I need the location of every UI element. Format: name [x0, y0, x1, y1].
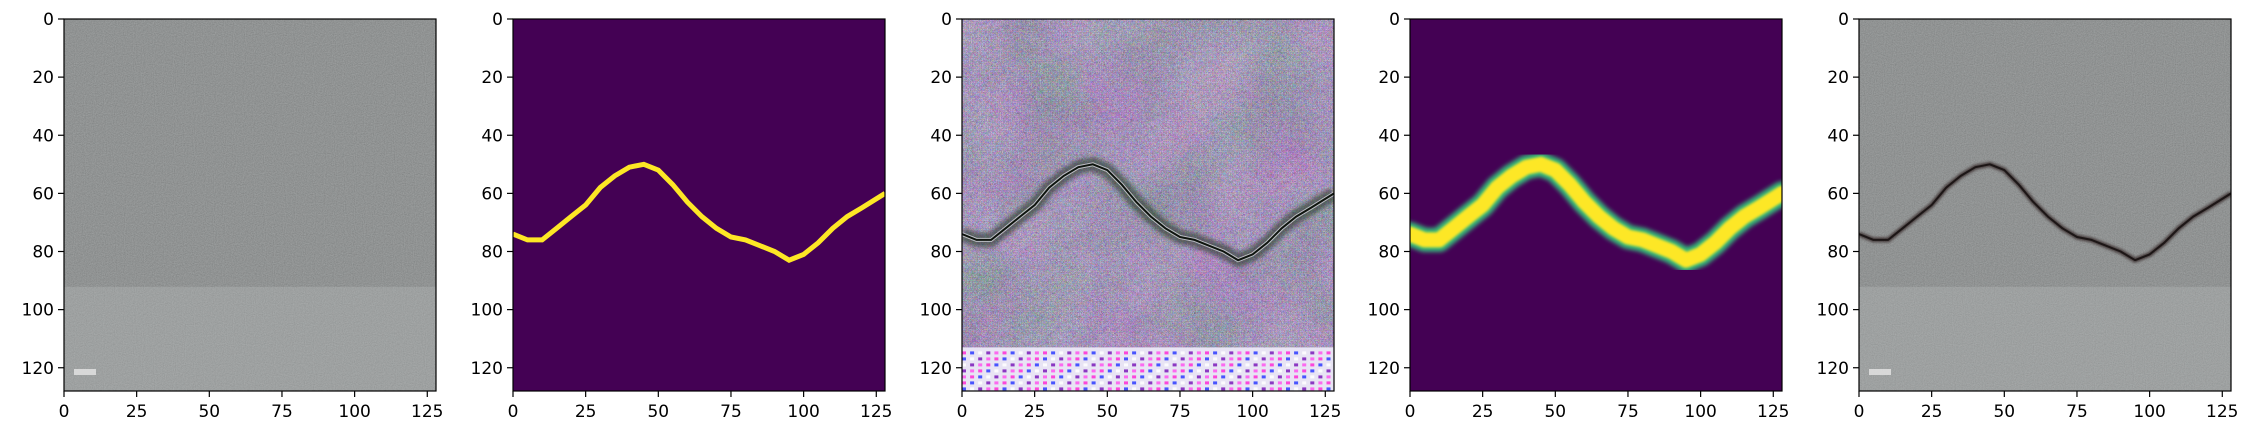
y-tick-label: 60 — [930, 184, 952, 204]
x-tick-label: 100 — [1684, 402, 1716, 422]
panel-image-5 — [1859, 19, 2231, 391]
panel-image-2 — [513, 19, 885, 391]
x-tick-label: 125 — [860, 402, 892, 422]
x-tick-label: 75 — [271, 402, 293, 422]
y-tick-label: 120 — [1368, 359, 1400, 379]
x-tick-label: 125 — [2206, 402, 2238, 422]
x-tick-label: 75 — [1617, 402, 1639, 422]
y-tick-label: 40 — [930, 126, 952, 146]
x-tick-label: 25 — [1024, 402, 1046, 422]
y-tick-label: 20 — [1378, 68, 1400, 88]
x-tick-label: 50 — [198, 402, 220, 422]
x-tick-label: 125 — [1757, 402, 1789, 422]
x-tick-label: 50 — [1096, 402, 1118, 422]
panel-image-3 — [962, 19, 1334, 391]
panel-frame — [1858, 18, 2232, 392]
y-tick-label: 60 — [1378, 184, 1400, 204]
panel-frame — [63, 18, 437, 392]
x-tick-label: 0 — [1405, 402, 1416, 422]
x-tick-label: 75 — [720, 402, 742, 422]
x-tick-label: 50 — [1544, 402, 1566, 422]
x-tick-label: 75 — [2066, 402, 2088, 422]
y-tick-label: 0 — [1389, 10, 1400, 30]
y-tick-label: 60 — [1827, 184, 1849, 204]
x-tick-label: 0 — [59, 402, 70, 422]
y-tick-label: 60 — [481, 184, 503, 204]
panels-group: 0 25 50 75 100 125 0 20 40 60 80 100 120 0 25 50 75 100 12… — [22, 10, 2239, 422]
y-tick-label: 20 — [481, 68, 503, 88]
y-tick-label: 80 — [1378, 243, 1400, 263]
image-panel-5: 0 25 50 75 100 125 0 20 40 60 80 100 120 — [1817, 10, 2239, 422]
y-tick-label: 120 — [920, 359, 952, 379]
y-tick-label: 120 — [1817, 359, 1849, 379]
image-panel-1: 0 25 50 75 100 125 0 20 40 60 80 100 120 — [22, 10, 444, 422]
image-panel-2: 0 25 50 75 100 125 0 20 40 60 80 100 120 — [471, 10, 893, 422]
image-panel-4: 0 25 50 75 100 125 0 20 40 60 80 100 120 — [1368, 10, 1790, 422]
y-tick-label: 100 — [471, 301, 503, 321]
y-tick-label: 0 — [1838, 10, 1849, 30]
y-tick-label: 100 — [1368, 301, 1400, 321]
panel-image-1 — [64, 19, 436, 391]
y-tick-label: 0 — [43, 10, 54, 30]
y-tick-label: 40 — [1378, 126, 1400, 146]
image-panel-3: 0 25 50 75 100 125 0 20 40 60 80 100 120 — [920, 10, 1342, 422]
y-tick-label: 100 — [920, 301, 952, 321]
y-tick-label: 20 — [930, 68, 952, 88]
y-tick-label: 80 — [481, 243, 503, 263]
x-tick-label: 100 — [1236, 402, 1268, 422]
x-tick-label: 0 — [957, 402, 968, 422]
x-tick-label: 125 — [411, 402, 443, 422]
x-tick-label: 0 — [508, 402, 519, 422]
x-tick-label: 100 — [787, 402, 819, 422]
panel-frame — [961, 18, 1335, 392]
y-tick-label: 80 — [930, 243, 952, 263]
x-tick-label: 0 — [1854, 402, 1865, 422]
x-tick-label: 50 — [647, 402, 669, 422]
x-tick-label: 25 — [575, 402, 597, 422]
x-tick-label: 75 — [1169, 402, 1191, 422]
panel-frame — [1409, 18, 1783, 392]
x-tick-label: 100 — [338, 402, 370, 422]
y-tick-label: 20 — [32, 68, 54, 88]
panel-image-4 — [1410, 19, 1782, 391]
y-tick-label: 100 — [22, 301, 54, 321]
x-tick-label: 50 — [1993, 402, 2015, 422]
y-tick-label: 40 — [481, 126, 503, 146]
y-tick-label: 20 — [1827, 68, 1849, 88]
x-tick-label: 25 — [126, 402, 148, 422]
y-tick-label: 100 — [1817, 301, 1849, 321]
y-tick-label: 40 — [1827, 126, 1849, 146]
y-tick-label: 0 — [941, 10, 952, 30]
y-tick-label: 80 — [32, 243, 54, 263]
panel-frame — [512, 18, 886, 392]
x-tick-label: 25 — [1921, 402, 1943, 422]
y-tick-label: 120 — [22, 359, 54, 379]
y-tick-label: 0 — [492, 10, 503, 30]
y-tick-label: 80 — [1827, 243, 1849, 263]
y-tick-label: 60 — [32, 184, 54, 204]
y-tick-label: 120 — [471, 359, 503, 379]
x-tick-label: 125 — [1309, 402, 1341, 422]
y-tick-label: 40 — [32, 126, 54, 146]
x-tick-label: 25 — [1472, 402, 1494, 422]
x-tick-label: 100 — [2133, 402, 2165, 422]
